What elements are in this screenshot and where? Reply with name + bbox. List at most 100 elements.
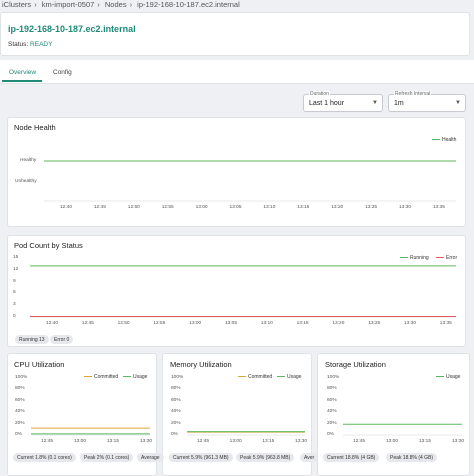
node-health-legend[interactable]: Health <box>432 137 456 143</box>
legend-swatch <box>238 375 246 378</box>
x-tick-label: 13:30 <box>295 439 308 444</box>
breadcrumb-clusters[interactable]: iClusters <box>2 0 32 9</box>
legend-swatch <box>432 138 440 141</box>
y-tick-label: 80% <box>171 386 181 392</box>
x-tick-label: 13:05 <box>229 205 242 210</box>
x-tick-label: 13:15 <box>262 439 275 444</box>
y-tick-label: 100% <box>15 375 28 380</box>
node-header-card <box>0 12 470 56</box>
y-tick-label: 0% <box>171 432 178 437</box>
legend-error: Error <box>446 255 458 261</box>
legend-swatch <box>277 375 285 378</box>
y-tick-unhealthy: Unhealthy <box>15 179 37 184</box>
x-tick-label: 13:15 <box>107 439 120 444</box>
memory-stat-chip: Peak 5.9% (963.8 MB) <box>236 453 295 462</box>
y-tick-label: 40% <box>15 409 25 415</box>
x-tick-label: 12:40 <box>60 205 73 210</box>
memory-stat-chip: Current 5.9% (961.3 MB) <box>169 453 233 462</box>
x-tick-label: 12:45 <box>197 439 210 444</box>
y-tick-healthy: Healthy <box>20 158 37 163</box>
storage-stat-chip: Current 18.8% (4 GB) <box>323 453 380 462</box>
legend-committed: Committed <box>248 374 273 380</box>
chip-running: Running 13 <box>15 335 49 344</box>
x-tick-label: 13:15 <box>419 439 432 444</box>
x-tick-label: 13:00 <box>229 439 242 444</box>
x-tick-label: 13:20 <box>331 205 344 210</box>
legend-usage: Usage <box>446 374 461 380</box>
y-tick-label: 20% <box>327 420 337 426</box>
x-tick-label: 12:45 <box>41 439 54 444</box>
x-tick-label: 13:20 <box>332 321 345 326</box>
y-tick-label: 9 <box>13 278 16 284</box>
duration-select[interactable]: Duration Last 1 hour ▼ <box>303 91 383 112</box>
cpu-stat-chip: Peak 2% (0.1 cores) <box>80 453 134 462</box>
breadcrumb-cluster[interactable]: km-import-0507 <box>41 0 95 9</box>
x-tick-label: 12:45 <box>93 205 106 210</box>
y-tick-label: 20% <box>15 420 25 426</box>
x-tick-label: 12:40 <box>46 321 59 326</box>
legend-swatch <box>123 375 131 378</box>
x-tick-label: 12:55 <box>161 205 174 210</box>
legend-usage-item[interactable]: Usage <box>436 374 460 380</box>
legend-usage-item[interactable]: Usage <box>123 374 147 380</box>
x-tick-label: 12:50 <box>117 321 130 326</box>
legend-swatch <box>84 375 92 378</box>
x-tick-label: 13:30 <box>399 205 412 210</box>
y-tick-label: 3 <box>13 302 16 308</box>
y-tick-label: 100% <box>327 375 340 380</box>
x-tick-label: 13:00 <box>386 439 399 444</box>
breadcrumb-nodes[interactable]: Nodes <box>104 0 127 9</box>
memory-title: Memory Utilization <box>170 360 232 369</box>
x-tick-label: 12:50 <box>127 205 140 210</box>
y-tick-label: 12 <box>13 266 19 272</box>
y-tick-label: 0 <box>13 314 16 319</box>
y-tick-label: 100% <box>171 375 184 380</box>
legend-committed-item[interactable]: Committed <box>84 374 118 380</box>
x-tick-label: 12:45 <box>353 439 366 444</box>
legend-committed: Committed <box>94 374 119 380</box>
refresh-interval-label: Refresh Interval <box>394 91 432 97</box>
y-tick-label: 60% <box>171 397 181 403</box>
legend-swatch <box>436 375 444 378</box>
x-tick-label: 13:30 <box>404 321 417 326</box>
x-tick-label: 13:25 <box>368 321 381 326</box>
tab-config[interactable]: Config <box>53 69 72 76</box>
x-tick-label: 13:00 <box>74 439 87 444</box>
x-tick-label: 12:45 <box>81 321 94 326</box>
legend-swatch <box>400 256 408 259</box>
legend-running-item[interactable]: Running <box>400 255 429 261</box>
x-tick-label: 13:10 <box>260 321 273 326</box>
legend-usage: Usage <box>133 374 148 380</box>
pod-count-title: Pod Count by Status <box>14 241 83 250</box>
x-tick-label: 13:25 <box>365 205 378 210</box>
y-tick-label: 60% <box>327 397 337 403</box>
y-tick-label: 6 <box>13 290 16 296</box>
legend-running: Running <box>410 255 429 261</box>
x-tick-label: 13:30 <box>140 439 153 444</box>
refresh-interval-value: 1m <box>394 100 404 107</box>
legend-usage-item[interactable]: Usage <box>277 374 301 380</box>
cpu-stat-chip: Average <box>137 453 164 462</box>
x-tick-label: 13:35 <box>432 205 445 210</box>
y-tick-label: 0% <box>327 432 334 437</box>
chevron-down-icon: ▼ <box>455 100 461 106</box>
x-tick-label: 13:00 <box>195 205 208 210</box>
storage-title: Storage Utilization <box>325 360 386 369</box>
x-tick-label: 13:10 <box>263 205 276 210</box>
legend-health: Health <box>442 137 457 143</box>
legend-swatch <box>436 256 444 259</box>
legend-error-item[interactable]: Error <box>436 255 457 261</box>
legend-committed-item[interactable]: Committed <box>238 374 272 380</box>
x-tick-label: 13:15 <box>297 205 310 210</box>
active-tab-indicator <box>2 80 42 82</box>
status-badge: READY <box>30 41 53 48</box>
chip-error: Error 0 <box>50 335 74 344</box>
x-tick-label: 12:55 <box>153 321 166 326</box>
y-tick-label: 80% <box>15 386 25 392</box>
y-tick-label: 80% <box>327 386 337 392</box>
refresh-interval-select[interactable]: Refresh Interval 1m ▼ <box>388 91 466 112</box>
tab-overview[interactable]: Overview <box>9 69 37 76</box>
